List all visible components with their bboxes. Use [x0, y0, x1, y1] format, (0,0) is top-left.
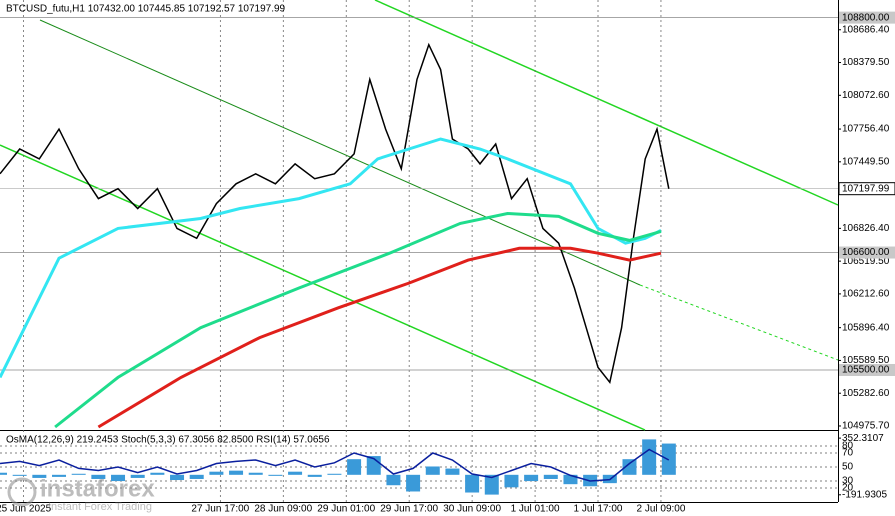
y2-tick-label: 30 — [842, 476, 854, 487]
x-tick-label: 28 Jun 09:00 — [254, 504, 312, 515]
histogram-bar — [465, 474, 480, 493]
y2-tick-label: 70 — [842, 448, 854, 459]
histogram-bar — [12, 474, 27, 476]
histogram-bar — [327, 473, 342, 475]
y2-tick-label: 50 — [842, 462, 854, 473]
x-tick-label: 29 Jun 17:00 — [380, 504, 438, 515]
y-tick-label: 106826.40 — [842, 223, 890, 234]
histogram-bar — [288, 471, 303, 475]
y2-tick-label: 80 — [842, 441, 854, 452]
level-label: 106600.00 — [842, 247, 890, 258]
histogram-bar — [71, 473, 86, 475]
logo: instaforex — [40, 475, 155, 502]
histogram-bar — [504, 474, 519, 488]
y2-tick-label: 20 — [842, 483, 854, 494]
histogram-bar — [386, 474, 401, 486]
histogram-bar — [307, 474, 322, 477]
x-tick-label: 27 Jun 17:00 — [191, 504, 249, 515]
trend-line — [39, 19, 641, 286]
indicator-title: OsMA(12,26,9) 219.2453 Stoch(5,3,3) 67.3… — [6, 435, 330, 446]
histogram-bar — [0, 472, 7, 475]
current-price-box — [838, 182, 895, 196]
y-tick-label: 105282.60 — [842, 388, 890, 399]
y-tick-label: 108686.40 — [842, 24, 890, 35]
histogram-bar — [347, 459, 362, 475]
y-tick-label: 105896.40 — [842, 322, 890, 333]
y-tick-label: 105589.50 — [842, 355, 890, 366]
histogram-bar — [445, 468, 460, 475]
histogram-bar — [130, 474, 145, 478]
y-tick-label: 108379.50 — [842, 57, 890, 68]
y-tick-label: 352.3107 — [842, 433, 884, 444]
level-label: 105500.00 — [842, 365, 890, 376]
level-box — [839, 246, 895, 259]
x-tick-label: 1 Jul 01:00 — [511, 504, 560, 515]
histogram-bar — [52, 474, 67, 477]
tagline: Instant Forex Trading — [48, 501, 152, 513]
trend-line — [374, 0, 839, 206]
current-price-label: 107197.99 — [842, 183, 890, 194]
series-line — [0, 42, 670, 385]
level-box — [839, 363, 895, 376]
histogram-bar — [543, 474, 558, 479]
y-tick-label: 107756.40 — [842, 124, 890, 135]
histogram-bar — [268, 474, 283, 476]
histogram-bar — [170, 474, 185, 481]
y-tick-label: 106519.50 — [842, 256, 890, 267]
histogram-bar — [484, 474, 499, 495]
level-box — [839, 11, 895, 24]
level-label: 108800.00 — [842, 12, 890, 23]
y-tick-label: 108072.60 — [842, 90, 890, 101]
histogram-bar — [406, 474, 421, 492]
y-tick-label: -191.9305 — [842, 489, 887, 500]
x-tick-label: 29 Jun 01:00 — [317, 504, 375, 515]
histogram-bar — [622, 459, 637, 475]
series-line — [97, 246, 662, 429]
watermark: instaforex Instant Forex Trading — [7, 475, 155, 513]
series-line — [54, 211, 662, 429]
chart-title: BTCUSD_futu,H1 107432.00 107445.85 10719… — [6, 4, 286, 15]
histogram-bar — [229, 470, 244, 475]
histogram-bar — [563, 474, 578, 485]
trend-line — [0, 144, 646, 431]
trend-line — [639, 284, 839, 361]
histogram-bar — [32, 474, 47, 478]
histogram-bar — [209, 471, 224, 475]
histogram-bar — [189, 474, 204, 479]
x-tick-label: 30 Jun 09:00 — [443, 504, 501, 515]
histogram-bar — [150, 472, 165, 475]
histogram-bar — [425, 466, 440, 475]
logo-icon — [7, 477, 37, 507]
y-tick-label: 106212.60 — [842, 289, 890, 300]
histogram-bar — [91, 474, 106, 479]
series-line — [0, 448, 670, 482]
x-tick-label: 1 Jul 17:00 — [574, 504, 623, 515]
x-tick-label: 25 Jun 2025 — [0, 504, 52, 515]
histogram-bar — [111, 474, 126, 482]
y-tick-label: 104975.70 — [842, 421, 890, 432]
y-tick-label: 107449.50 — [842, 156, 890, 167]
histogram-bar — [524, 474, 539, 482]
histogram-bar — [642, 439, 657, 475]
x-tick-label: 2 Jul 09:00 — [636, 504, 685, 515]
histogram-bar — [248, 472, 263, 475]
